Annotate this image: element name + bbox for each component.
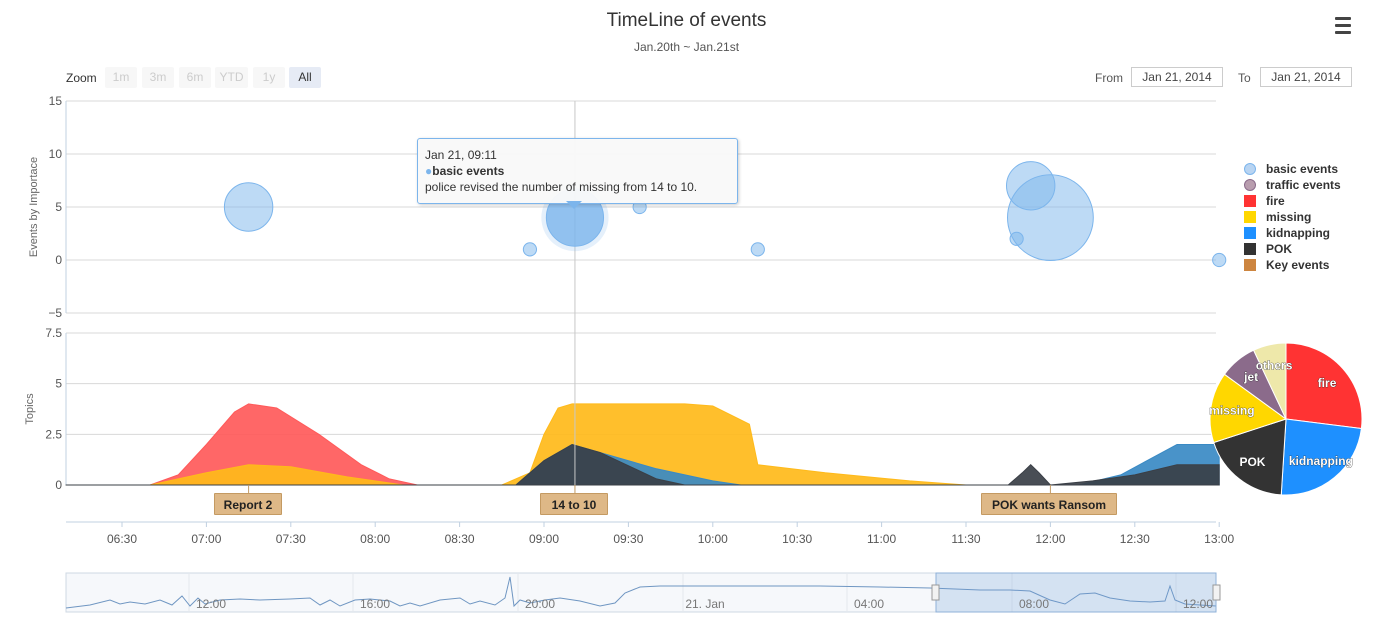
chart-title: TimeLine of events [606, 10, 767, 31]
top-y-tick-label: 5 [55, 200, 62, 214]
flag-pok-wants-ransom[interactable]: POK wants Ransom [981, 493, 1117, 515]
tooltip-arrow [566, 201, 582, 209]
zoom-ytd-button[interactable]: YTD [215, 67, 248, 88]
hamburger-menu-icon[interactable] [1333, 17, 1355, 35]
top-y-axis-label: Events by Importace [28, 157, 40, 257]
navigator-series-line [65, 576, 1217, 609]
from-label: From [1095, 71, 1123, 85]
bottom-y-tick-label: 7.5 [45, 326, 62, 340]
legend-swatch [1244, 227, 1256, 239]
tooltip: Jan 21, 09:11 ●basic events police revis… [417, 138, 738, 204]
x-tick-label: 07:00 [191, 532, 221, 546]
top-y-tick-label: 0 [55, 253, 62, 267]
top-y-tick-label: 10 [49, 147, 63, 161]
x-tick-label: 09:30 [613, 532, 643, 546]
legend-label: basic events [1266, 162, 1339, 176]
pie-slice-pok [1213, 418, 1287, 496]
area-series-missing [65, 403, 1220, 486]
zoom-3m-button[interactable]: 3m [142, 67, 174, 88]
navigator-background [65, 572, 1217, 613]
to-label: To [1238, 71, 1251, 85]
pie-label-others: others [1256, 359, 1293, 373]
legend-label: fire [1266, 194, 1285, 208]
navigator-tick-label: 04:00 [854, 597, 884, 611]
top-y-tick-label: 15 [49, 94, 63, 108]
tooltip-series-name: basic events [432, 164, 505, 178]
zoom-1m-button[interactable]: 1m [105, 67, 137, 88]
x-tick-label: 11:00 [867, 532, 896, 546]
legend-swatch [1244, 179, 1256, 191]
legend-label: Key events [1266, 258, 1330, 272]
x-tick-label: 10:30 [782, 532, 812, 546]
navigator-tick-label: 16:00 [360, 597, 390, 611]
zoom-label: Zoom [66, 71, 97, 85]
x-tick-label: 08:30 [445, 532, 475, 546]
navigator-selection [935, 572, 1217, 613]
legend-label: traffic events [1266, 178, 1341, 192]
legend-label: kidnapping [1266, 226, 1330, 240]
zoom-all-button[interactable]: All [289, 67, 321, 88]
x-tick-label: 10:00 [698, 532, 728, 546]
x-tick-label: 06:30 [107, 532, 137, 546]
pie-slice-others [1252, 342, 1287, 420]
legend-swatch [1244, 259, 1256, 271]
area-series-pok [65, 443, 1220, 486]
top-y-tick-label: −5 [48, 306, 62, 320]
navigator-tick-label: 21. Jan [685, 597, 724, 611]
flag-report-2[interactable]: Report 2 [214, 493, 282, 515]
x-tick-label: 09:00 [529, 532, 559, 546]
chart-subtitle: Jan.20th ~ Jan.21st [633, 40, 740, 54]
x-tick-label: 12:30 [1120, 532, 1150, 546]
pie-label-kidnapping: kidnapping [1289, 454, 1353, 468]
navigator-tick-label: 12:00 [1183, 597, 1213, 611]
bottom-y-axis-label: Topics [24, 393, 36, 425]
to-date-input[interactable] [1260, 67, 1352, 87]
bottom-y-tick-label: 5 [55, 377, 62, 391]
legend-swatch [1244, 243, 1256, 255]
navigator-right-handle [1212, 584, 1221, 601]
legend-swatch [1244, 211, 1256, 223]
tooltip-time: Jan 21, 09:11 [425, 148, 497, 162]
x-tick-label: 08:00 [360, 532, 390, 546]
pie-slice-kidnapping [1280, 418, 1362, 496]
bubble-point [1007, 174, 1094, 262]
area-series-fire [65, 403, 1220, 486]
from-date-input[interactable] [1131, 67, 1223, 87]
pie-slice-fire [1285, 342, 1363, 430]
navigator-left-handle [931, 584, 940, 601]
zoom-1y-button[interactable]: 1y [253, 67, 285, 88]
pie-label-missing: missing [1209, 403, 1254, 417]
x-tick-label: 13:00 [1204, 532, 1234, 546]
x-tick-label: 12:00 [1035, 532, 1065, 546]
flag-14-to-10[interactable]: 14 to 10 [540, 493, 608, 515]
bottom-y-tick-label: 2.5 [45, 427, 62, 441]
legend-label: missing [1266, 210, 1312, 224]
tooltip-series: ●basic events [425, 164, 505, 178]
pie-label-fire: fire [1318, 376, 1337, 390]
navigator-tick-label: 20:00 [525, 597, 555, 611]
navigator-tick-label: 08:00 [1019, 597, 1049, 611]
bubble-point [1212, 252, 1227, 268]
pie-slice-missing [1209, 373, 1288, 444]
x-tick-label: 11:30 [951, 532, 980, 546]
bubble-point [223, 182, 274, 232]
tooltip-text: police revised the number of missing fro… [425, 180, 698, 194]
legend-swatch [1244, 195, 1256, 207]
pie-label-jet: jet [1243, 370, 1258, 384]
legend-swatch [1244, 163, 1256, 175]
pie-label-pok: POK [1239, 455, 1265, 469]
bottom-y-tick-label: 0 [55, 478, 62, 492]
navigator-tick-label: 12:00 [196, 597, 226, 611]
x-tick-label: 07:30 [276, 532, 306, 546]
legend-label: POK [1266, 242, 1293, 256]
bubble-point [750, 242, 765, 257]
zoom-6m-button[interactable]: 6m [179, 67, 211, 88]
bubble-point [522, 242, 538, 257]
